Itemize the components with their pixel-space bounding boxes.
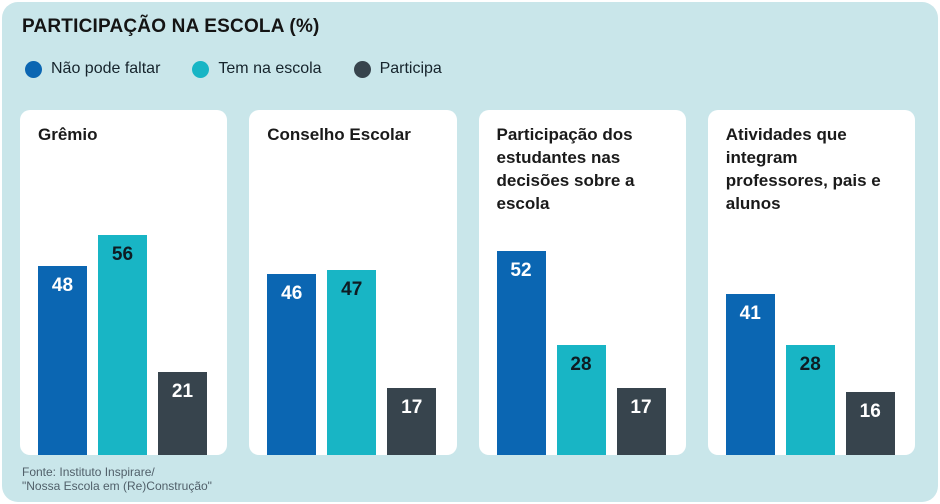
bars-group: 46 47 17: [267, 110, 442, 455]
panels-row: Grêmio 48 56 21 Conselho Escolar 46 47 1…: [20, 110, 915, 455]
bar: 48: [38, 266, 87, 455]
bars-group: 41 28 16: [725, 110, 901, 455]
bar-value-label: 17: [630, 397, 652, 418]
panel-title: Conselho Escolar: [267, 125, 411, 144]
legend-item: Tem na escola: [192, 60, 322, 78]
bar-value-label: 16: [859, 401, 881, 422]
bar-value-label: 17: [401, 397, 423, 418]
legend-label: Tem na escola: [218, 60, 322, 77]
panel-title: Participação dos estudantes nas decisões…: [496, 125, 635, 213]
bar: 46: [267, 274, 317, 455]
legend-swatch-gray-icon: [353, 60, 371, 78]
legend: Não pode faltar Tem na escola Participa: [25, 60, 474, 78]
bar-value-label: 56: [111, 244, 134, 265]
bars-group: 52 28 17: [496, 110, 672, 455]
bar: 28: [556, 345, 606, 455]
legend-item: Não pode faltar: [25, 60, 160, 78]
panel-title: Grêmio: [38, 125, 98, 144]
footer-source: Fonte: Instituto Inspirare/ "Nossa Escol…: [22, 465, 212, 493]
chart-title: PARTICIPAÇÃO NA ESCOLA (%): [22, 16, 320, 37]
bar-value-label: 28: [570, 354, 592, 375]
legend-label: Não pode faltar: [51, 60, 161, 77]
bar: 56: [98, 235, 147, 455]
bar-value-label: 21: [171, 381, 194, 402]
bar-value-label: 41: [739, 303, 761, 324]
bar: 52: [496, 251, 546, 455]
panel-atividades-integram: Atividades que integram professores, pai…: [707, 110, 915, 455]
bar: 41: [725, 294, 775, 455]
bar: 17: [387, 388, 437, 455]
bar-value-label: 46: [281, 283, 303, 304]
legend-item: Participa: [353, 60, 442, 78]
panel-gremio: Grêmio 48 56 21: [20, 110, 228, 455]
bar: 17: [616, 388, 666, 455]
bar-value-label: 47: [341, 279, 363, 300]
bars-group: 48 56 21: [38, 110, 213, 455]
bar-value-label: 48: [51, 275, 74, 296]
bar: 47: [327, 270, 377, 455]
legend-swatch-blue-icon: [25, 60, 42, 78]
bar: 16: [845, 392, 895, 455]
panel-conselho-escolar: Conselho Escolar 46 47 17: [249, 110, 457, 455]
legend-label: Participa: [379, 60, 442, 77]
legend-swatch-cyan-icon: [192, 60, 210, 78]
bar: 28: [785, 345, 835, 455]
bar-value-label: 52: [510, 260, 532, 281]
bar: 21: [158, 372, 207, 455]
footer-source-line1: Fonte: Instituto Inspirare/: [22, 465, 155, 479]
footer-source-line2: "Nossa Escola em (Re)Construção": [22, 479, 212, 493]
panel-title: Atividades que integram professores, pai…: [725, 125, 881, 213]
panel-participacao-estudantes: Participação dos estudantes nas decisões…: [478, 110, 686, 455]
bar-value-label: 28: [799, 354, 821, 375]
